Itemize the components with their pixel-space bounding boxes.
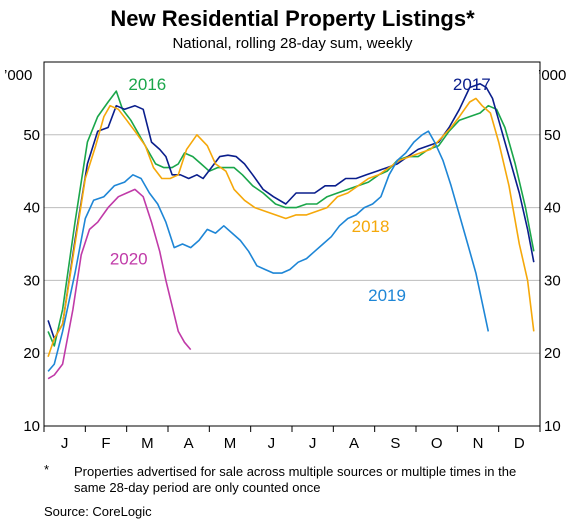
series-line-2020 — [47, 188, 192, 380]
series-label-2020: 2020 — [110, 250, 148, 269]
y-tick-label-right: 20 — [544, 345, 561, 362]
x-tick-label: A — [349, 435, 359, 452]
x-tick-label: A — [184, 435, 194, 452]
x-tick-label: S — [390, 435, 400, 452]
series-line-2016 — [47, 90, 535, 347]
y-tick-label-right: 30 — [544, 272, 561, 289]
y-tick-label-right: 40 — [544, 200, 561, 217]
footnote-text: Properties advertised for sale across mu… — [74, 464, 517, 495]
x-tick-label: F — [101, 435, 110, 452]
x-tick-label: J — [268, 435, 276, 452]
x-tick-label: M — [224, 435, 237, 452]
series-label-2016: 2016 — [128, 75, 166, 94]
x-tick-label: D — [514, 435, 525, 452]
y-tick-label-left: 20 — [23, 345, 40, 362]
y-tick-label-left: 10 — [23, 418, 40, 435]
series-line-2019 — [47, 130, 490, 372]
plot-frame — [43, 61, 541, 427]
chart-subtitle: National, rolling 28-day sum, weekly — [172, 35, 413, 52]
y-tick-label-left: 30 — [23, 272, 40, 289]
chart-title: New Residential Property Listings* — [110, 6, 475, 31]
footnote-marker: * — [44, 462, 50, 477]
source-note: Source: CoreLogic — [44, 504, 152, 519]
x-tick-label: O — [431, 435, 443, 452]
y-tick-label-left: 40 — [23, 200, 40, 217]
y-unit-label-left: ’000 — [4, 67, 32, 84]
series-label-2017: 2017 — [453, 75, 491, 94]
series-line-2018 — [47, 97, 535, 358]
x-tick-label: N — [473, 435, 484, 452]
x-tick-label: M — [141, 435, 154, 452]
y-tick-label-right: 10 — [544, 418, 561, 435]
y-unit-label-right: ’000 — [538, 67, 566, 84]
y-tick-label-right: 50 — [544, 127, 561, 144]
series-label-2019: 2019 — [368, 286, 406, 305]
y-tick-label-left: 50 — [23, 127, 40, 144]
x-tick-label: J — [309, 435, 317, 452]
series-label-2018: 2018 — [352, 217, 390, 236]
series-line-2017 — [47, 83, 535, 340]
x-tick-label: J — [61, 435, 69, 452]
